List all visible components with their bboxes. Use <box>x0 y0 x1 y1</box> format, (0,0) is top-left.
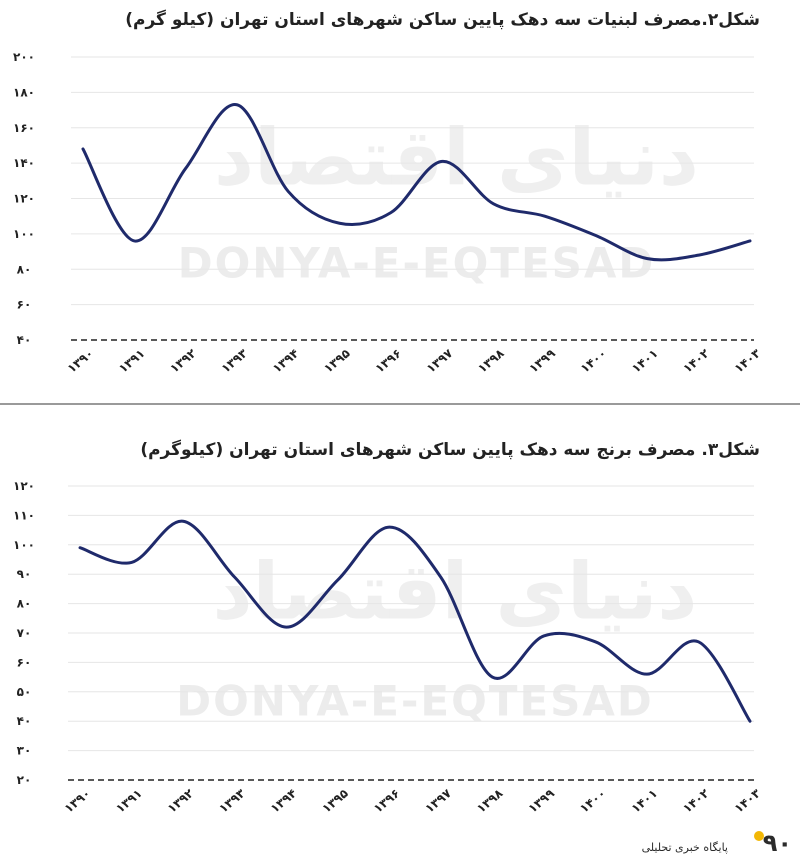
x-tick-label: ۱۴۰۳ <box>732 786 764 816</box>
data-point <box>491 202 495 206</box>
x-tick-label: ۱۳۹۸ <box>475 346 507 376</box>
y-tick-label: ۲۰ <box>17 773 32 787</box>
data-point <box>387 525 391 529</box>
data-point <box>338 221 342 225</box>
data-point <box>439 575 443 579</box>
data-point <box>748 719 752 723</box>
data-point <box>594 234 598 238</box>
y-tick-label: ۵۰ <box>17 685 32 699</box>
y-tick-label: ۱۲۰ <box>13 479 35 493</box>
watermark-persian: دنیای اقتصاد <box>213 547 698 637</box>
x-tick-label: ۱۳۹۷ <box>424 346 456 376</box>
y-tick-label: ۱۱۰ <box>13 508 35 522</box>
y-tick-label: ۱۶۰ <box>13 121 35 135</box>
data-point <box>284 625 288 629</box>
data-point <box>389 211 393 215</box>
x-tick-label: ۱۳۹۱ <box>113 786 144 816</box>
y-tick-label: ۶۰ <box>17 298 32 312</box>
data-point <box>336 578 340 582</box>
data-point <box>696 640 700 644</box>
chart-rice-plot: DONYA-E-EQTESAD دنیای اقتصاد ۲۰ ۳۰ ۴۰ ۵۰ ۶۰ ۷۰ ۸… <box>13 479 764 816</box>
watermark-persian: دنیای اقتصاد <box>214 113 699 203</box>
data-point <box>543 214 547 218</box>
y-tick-label: ۴۰ <box>17 333 32 347</box>
y-tick-label: ۱۰۰ <box>13 538 35 552</box>
chart-rice: شکل۳. مصرف برنج سه دهک پایین ساکن شهرهای… <box>0 408 800 828</box>
x-tick-label: ۱۳۹۳ <box>219 346 251 376</box>
y-tick-label: ۱۸۰ <box>13 85 35 99</box>
x-tick-label: ۱۳۹۸ <box>474 786 506 816</box>
divider <box>0 403 800 405</box>
y-tick-label: ۱۴۰ <box>13 156 35 170</box>
site-logo: ۹۰ پایگاه خبری تحلیلی <box>642 829 792 861</box>
data-point <box>748 239 752 243</box>
x-tick-label: ۱۳۹۴ <box>268 786 299 816</box>
data-point <box>593 640 597 644</box>
logo-mark: ۹۰ <box>762 829 792 857</box>
x-tick-label: ۱۳۹۲ <box>165 786 197 816</box>
watermark-latin: DONYA-E-EQTESAD <box>176 676 654 725</box>
x-tick-label: ۱۴۰۰ <box>578 346 609 376</box>
watermark-latin: DONYA-E-EQTESAD <box>178 239 656 288</box>
x-tick-label: ۱۳۹۰ <box>62 786 93 816</box>
x-tick-label: ۱۳۹۵ <box>321 346 352 376</box>
data-point <box>235 103 239 107</box>
x-tick-label: ۱۳۹۰ <box>65 346 96 376</box>
data-point <box>130 560 134 564</box>
chart-title: شکل۲.مصرف لبنیات سه دهک پایین ساکن شهرها… <box>125 10 760 30</box>
chart-dairy-plot: DONYA-E-EQTESAD دنیای اقتصاد ۴۰ ۶۰ ۸۰ ۱۰۰ ۱۲۰ ۱… <box>13 50 764 376</box>
y-tick-label: ۷۰ <box>17 626 32 640</box>
x-tick-label: ۱۳۹۴ <box>270 346 301 376</box>
x-tick-label: ۱۳۹۱ <box>116 346 147 376</box>
series-line <box>78 519 752 723</box>
data-point <box>645 672 649 676</box>
x-tick-label: ۱۳۹۲ <box>167 346 199 376</box>
y-tick-label: ۲۰۰ <box>13 50 35 64</box>
chart-title: شکل۳. مصرف برنج سه دهک پایین ساکن شهرهای… <box>140 440 760 460</box>
x-tick-label: ۱۴۰۲ <box>680 346 712 376</box>
y-tick-label: ۸۰ <box>17 597 32 611</box>
data-point <box>181 519 185 523</box>
x-tick-label: ۱۳۹۹ <box>526 786 558 816</box>
data-point <box>286 189 290 193</box>
data-point <box>132 239 136 243</box>
data-point <box>542 634 546 638</box>
data-point <box>78 546 82 550</box>
y-tick-label: ۱۰۰ <box>13 227 35 241</box>
data-point <box>81 147 85 151</box>
x-tick-label: ۱۳۹۹ <box>526 346 558 376</box>
x-tick-label: ۱۴۰۱ <box>629 786 660 816</box>
x-tick-label: ۱۳۹۷ <box>422 786 454 816</box>
data-point <box>645 257 649 261</box>
data-point <box>184 166 188 170</box>
logo-dot-icon <box>754 831 764 841</box>
x-tick-label: ۱۴۰۲ <box>680 786 712 816</box>
y-tick-label: ۸۰ <box>17 262 32 276</box>
x-tick-label: ۱۳۹۵ <box>319 786 350 816</box>
logo-subtitle: پایگاه خبری تحلیلی <box>641 841 728 854</box>
x-tick-label: ۱۳۹۶ <box>373 346 404 376</box>
x-tick-label: ۱۳۹۶ <box>371 786 402 816</box>
data-point <box>440 159 444 163</box>
y-tick-label: ۶۰ <box>17 655 32 669</box>
series-line <box>81 103 752 262</box>
y-tick-label: ۱۲۰ <box>13 192 35 206</box>
x-tick-label: ۱۴۰۱ <box>629 346 660 376</box>
chart-dairy: شکل۲.مصرف لبنیات سه دهک پایین ساکن شهرها… <box>0 0 800 400</box>
y-tick-label: ۴۰ <box>17 714 32 728</box>
data-point <box>233 575 237 579</box>
data-point <box>697 253 701 257</box>
x-tick-label: ۱۴۰۰ <box>577 786 608 816</box>
y-tick-label: ۹۰ <box>17 567 32 581</box>
data-point <box>490 675 494 679</box>
x-tick-label: ۱۳۹۳ <box>216 786 248 816</box>
y-tick-label: ۳۰ <box>17 744 32 758</box>
x-tick-label: ۱۴۰۳ <box>732 346 764 376</box>
